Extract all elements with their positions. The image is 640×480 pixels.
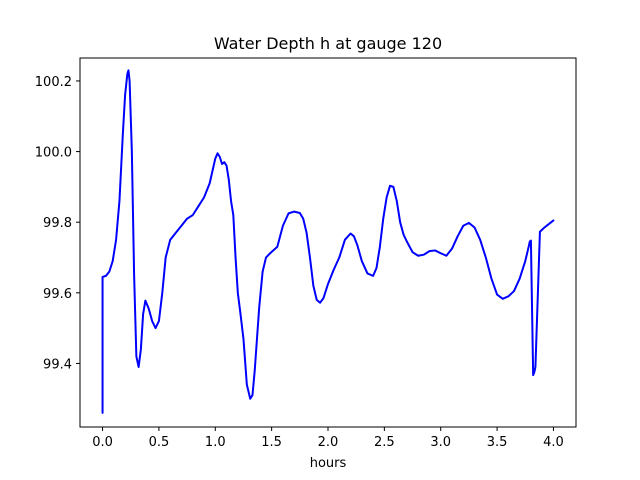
y-tick-label: 99.4: [43, 357, 72, 372]
y-axis-ticks: 99.4 99.6 99.8 100.0 100.2: [35, 75, 80, 372]
plot-frame: [79, 57, 577, 428]
x-tick-label: 3.0: [430, 435, 451, 450]
y-tick-label: 100.0: [35, 146, 72, 161]
chart-title: Water Depth h at gauge 120: [214, 34, 442, 53]
x-tick-label: 1.0: [205, 435, 226, 450]
x-tick-label: 2.0: [318, 435, 339, 450]
x-tick-label: 2.5: [374, 435, 395, 450]
x-tick-label: 3.5: [487, 435, 508, 450]
y-tick-label: 99.8: [43, 216, 72, 231]
series-line: [101, 69, 555, 414]
x-axis-label: hours: [310, 456, 347, 471]
y-tick-label: 99.6: [43, 287, 72, 302]
x-tick-label: 0.5: [149, 435, 170, 450]
x-tick-label: 1.5: [261, 435, 282, 450]
x-tick-label: 4.0: [543, 435, 564, 450]
x-axis-ticks: 0.0 0.5 1.0 1.5 2.0 2.5 3.0 3.5 4.0: [92, 427, 564, 450]
y-tick-label: 100.2: [35, 75, 72, 90]
x-tick-label: 0.0: [92, 435, 113, 450]
